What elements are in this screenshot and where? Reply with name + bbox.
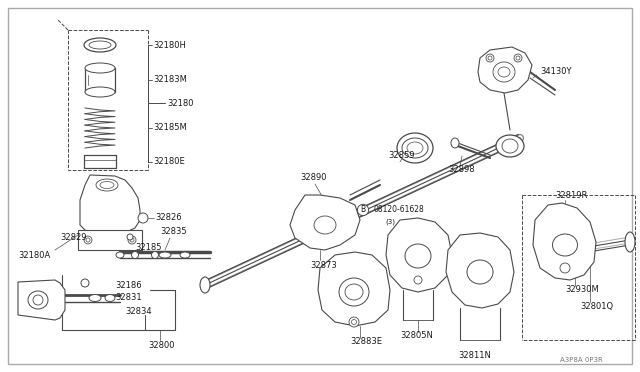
Circle shape: [86, 238, 90, 242]
Text: 08120-61628: 08120-61628: [374, 205, 425, 215]
Text: 32835: 32835: [160, 228, 187, 237]
Text: A3P8A 0P3R: A3P8A 0P3R: [560, 357, 603, 363]
Ellipse shape: [339, 278, 369, 306]
Ellipse shape: [405, 244, 431, 268]
Circle shape: [414, 276, 422, 284]
Ellipse shape: [200, 277, 210, 293]
Circle shape: [81, 279, 89, 287]
Ellipse shape: [96, 179, 118, 191]
Ellipse shape: [89, 41, 111, 49]
Polygon shape: [18, 280, 65, 320]
Polygon shape: [80, 175, 140, 238]
Text: 34130Y: 34130Y: [540, 67, 572, 77]
Text: 32801Q: 32801Q: [580, 301, 613, 311]
Circle shape: [131, 251, 138, 259]
Ellipse shape: [89, 295, 101, 301]
Polygon shape: [533, 203, 596, 280]
Ellipse shape: [467, 260, 493, 284]
Circle shape: [128, 236, 136, 244]
Text: 32180A: 32180A: [18, 250, 51, 260]
Text: 32930M: 32930M: [565, 285, 599, 295]
Ellipse shape: [552, 234, 577, 256]
Polygon shape: [446, 233, 514, 308]
Text: 32800: 32800: [148, 340, 175, 350]
Polygon shape: [318, 252, 390, 326]
Ellipse shape: [397, 133, 433, 163]
Text: 32180H: 32180H: [153, 41, 186, 49]
Text: 32826: 32826: [155, 214, 182, 222]
Text: 32829: 32829: [60, 232, 86, 241]
Ellipse shape: [345, 284, 363, 300]
Ellipse shape: [116, 252, 124, 258]
Ellipse shape: [180, 252, 190, 258]
Ellipse shape: [105, 295, 115, 301]
Ellipse shape: [159, 252, 171, 258]
Text: 32805N: 32805N: [400, 331, 433, 340]
Text: 32185M: 32185M: [153, 124, 187, 132]
Text: 32819R: 32819R: [555, 190, 588, 199]
Circle shape: [488, 56, 492, 60]
Ellipse shape: [402, 138, 428, 158]
Ellipse shape: [33, 295, 43, 305]
Polygon shape: [386, 218, 452, 292]
Polygon shape: [290, 195, 360, 250]
Text: B: B: [360, 205, 365, 215]
Circle shape: [130, 238, 134, 242]
Text: 32898: 32898: [448, 166, 475, 174]
Ellipse shape: [498, 67, 510, 77]
Text: 32186: 32186: [115, 280, 141, 289]
Circle shape: [351, 320, 356, 324]
Text: 32859: 32859: [388, 151, 415, 160]
Text: 32890: 32890: [300, 173, 326, 183]
Text: 32180: 32180: [167, 99, 193, 108]
Text: 32183M: 32183M: [153, 76, 187, 84]
Circle shape: [516, 56, 520, 60]
Circle shape: [138, 213, 148, 223]
Ellipse shape: [84, 38, 116, 52]
Circle shape: [486, 54, 494, 62]
Circle shape: [560, 263, 570, 273]
Ellipse shape: [493, 62, 515, 82]
Text: 32831: 32831: [115, 294, 141, 302]
Circle shape: [127, 234, 133, 240]
Ellipse shape: [100, 182, 114, 189]
Text: (3): (3): [385, 219, 395, 225]
Polygon shape: [478, 47, 532, 93]
Ellipse shape: [407, 142, 423, 154]
Ellipse shape: [451, 138, 459, 148]
Ellipse shape: [314, 216, 336, 234]
Circle shape: [152, 251, 159, 259]
Text: 32883E: 32883E: [350, 337, 382, 346]
Ellipse shape: [85, 87, 115, 97]
Ellipse shape: [85, 63, 115, 73]
Ellipse shape: [502, 139, 518, 153]
Text: 32185: 32185: [135, 244, 161, 253]
Text: 32180E: 32180E: [153, 157, 185, 167]
Text: 32873: 32873: [310, 260, 337, 269]
Ellipse shape: [496, 135, 524, 157]
Ellipse shape: [28, 291, 48, 309]
Circle shape: [514, 54, 522, 62]
Circle shape: [349, 317, 359, 327]
Ellipse shape: [625, 232, 635, 252]
Text: 32811N: 32811N: [458, 350, 491, 359]
Circle shape: [84, 236, 92, 244]
Text: 32834: 32834: [125, 307, 152, 315]
Polygon shape: [78, 230, 142, 250]
